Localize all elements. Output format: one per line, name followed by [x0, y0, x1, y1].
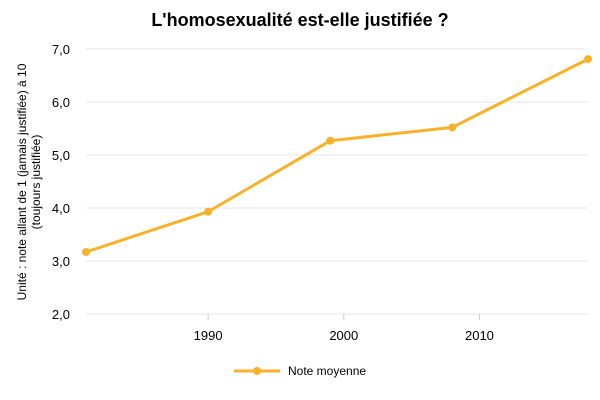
x-tick-label: 2000: [329, 328, 358, 343]
y-axis-label-line-2: (toujours justifiée): [29, 135, 43, 230]
data-point[interactable]: [82, 247, 90, 256]
x-tick-label: 1990: [194, 328, 223, 343]
chart-title: L'homosexualité est-elle justifiée ?: [151, 10, 448, 30]
legend[interactable]: Note moyenne: [234, 364, 366, 378]
y-tick-label: 3,0: [52, 254, 70, 269]
legend-label: Note moyenne: [288, 364, 366, 378]
legend-marker-icon: [253, 367, 261, 375]
y-axis-ticks: 2,0 3,0 4,0 5,0 6,0 7,0: [52, 42, 70, 322]
y-axis-label: Unité : note allant de 1 (jamais justifi…: [15, 63, 43, 300]
y-tick-label: 4,0: [52, 201, 70, 216]
y-tick-label: 5,0: [52, 148, 70, 163]
series-layer: [82, 55, 592, 256]
data-point[interactable]: [448, 123, 457, 132]
y-axis-label-line-1: Unité : note allant de 1 (jamais justifi…: [15, 63, 29, 300]
x-axis-ticks: 1990 2000 2010: [194, 314, 494, 343]
grid: [86, 48, 588, 315]
data-point[interactable]: [326, 136, 335, 145]
data-point[interactable]: [204, 207, 213, 216]
data-point[interactable]: [584, 55, 592, 64]
y-tick-label: 2,0: [52, 307, 70, 322]
series-line: [84, 57, 590, 254]
y-tick-label: 7,0: [52, 42, 70, 57]
y-tick-label: 6,0: [52, 95, 70, 110]
x-tick-label: 2010: [465, 328, 494, 343]
